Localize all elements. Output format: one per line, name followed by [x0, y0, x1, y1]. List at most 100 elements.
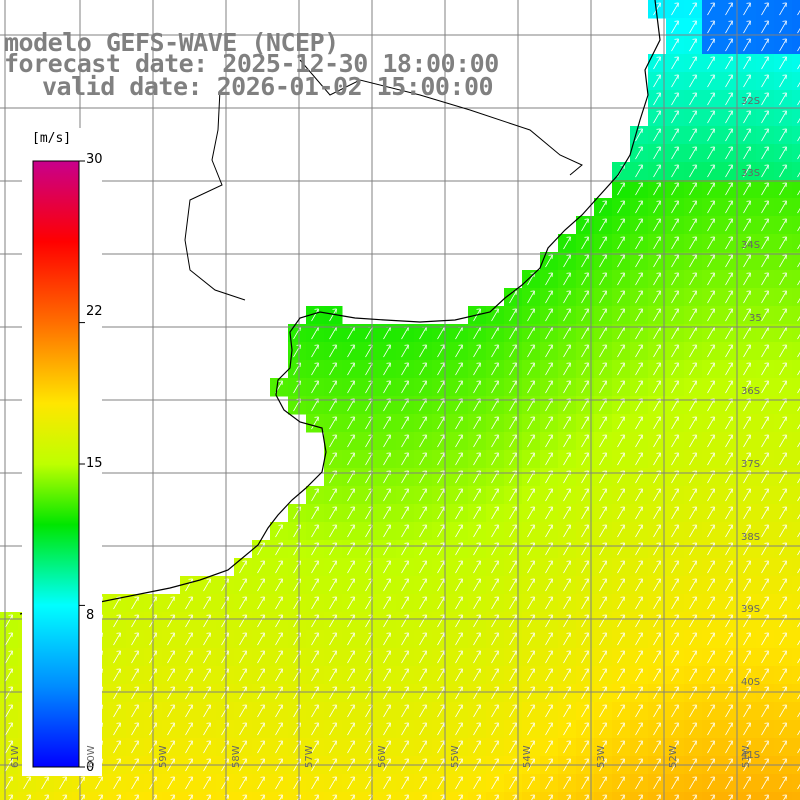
wind-arrow: [257, 560, 265, 574]
wind-arrow: [617, 488, 625, 502]
wind-arrow: [527, 596, 535, 610]
wind-arrow: [509, 452, 517, 466]
wind-cell: [252, 792, 271, 800]
wind-arrow: [653, 380, 661, 394]
wind-arrow: [779, 596, 787, 610]
wind-arrow: [347, 614, 355, 628]
wind-arrow: [617, 668, 625, 682]
wind-arrow: [491, 560, 499, 574]
wind-arrow: [545, 560, 553, 574]
wind-arrow: [797, 621, 800, 628]
wind-arrow: [437, 506, 445, 520]
wind-arrow: [437, 776, 445, 790]
wind-arrow: [761, 2, 769, 16]
wind-arrow: [707, 632, 715, 646]
wind-arrow: [725, 2, 733, 16]
wind-arrow: [743, 20, 751, 34]
lat-label: 35: [749, 313, 762, 324]
lon-label: 56W: [377, 745, 388, 768]
wind-arrow: [797, 387, 800, 394]
wind-arrow: [617, 524, 625, 538]
wind-arrow: [725, 308, 733, 322]
wind-arrow: [653, 596, 661, 610]
wind-arrow: [329, 686, 337, 700]
wind-cell: [594, 792, 613, 800]
wind-arrow: [491, 614, 499, 628]
wind-arrow: [761, 506, 769, 520]
wind-arrow: [743, 488, 751, 502]
wind-arrow: [707, 596, 715, 610]
wind-arrow: [419, 506, 427, 520]
wind-arrow: [689, 560, 697, 574]
wind-arrow: [797, 171, 800, 178]
wind-arrow: [311, 524, 319, 538]
wind-arrow: [635, 524, 643, 538]
wind-arrow: [203, 740, 211, 754]
wind-arrow: [455, 524, 463, 538]
wind-arrow: [437, 740, 445, 754]
wind-arrow: [710, 794, 715, 800]
wind-arrow: [581, 632, 589, 646]
wind-cell: [792, 18, 800, 37]
wind-arrow: [761, 38, 769, 52]
wind-arrow: [707, 380, 715, 394]
wind-arrow: [671, 56, 679, 70]
wind-arrow: [401, 380, 409, 394]
wind-arrow: [239, 722, 247, 736]
wind-arrow: [509, 362, 517, 376]
wind-arrow: [602, 794, 607, 800]
wind-arrow: [203, 722, 211, 736]
wind-arrow: [545, 686, 553, 700]
wind-arrow: [725, 578, 733, 592]
wind-arrow: [383, 434, 391, 448]
wind-arrow: [707, 722, 715, 736]
wind-arrow: [455, 452, 463, 466]
wind-arrow: [581, 488, 589, 502]
wind-cell: [792, 198, 800, 217]
wind-cell: [612, 792, 631, 800]
wind-arrow: [599, 506, 607, 520]
wind-arrow: [509, 488, 517, 502]
wind-arrow: [581, 740, 589, 754]
wind-arrow: [527, 776, 535, 790]
wind-arrow: [689, 56, 697, 70]
wind-arrow: [545, 650, 553, 664]
wind-arrow: [401, 506, 409, 520]
wind-arrow: [653, 434, 661, 448]
wind-arrow: [440, 794, 445, 800]
wind-arrow: [635, 128, 643, 142]
wind-arrow: [311, 578, 319, 592]
wind-arrow: [473, 488, 481, 502]
wind-arrow: [599, 704, 607, 718]
wind-arrow: [779, 2, 787, 16]
wind-arrow: [635, 218, 643, 232]
wind-arrow: [491, 380, 499, 394]
wind-arrow: [383, 578, 391, 592]
wind-cell: [792, 0, 800, 19]
wind-cell: [414, 792, 433, 800]
wind-cell: [666, 792, 685, 800]
wind-arrow: [779, 452, 787, 466]
wind-arrow: [653, 686, 661, 700]
wind-arrow: [761, 650, 769, 664]
wind-arrow: [329, 668, 337, 682]
wind-arrow: [725, 704, 733, 718]
wind-arrow: [113, 722, 121, 736]
wind-cell: [108, 792, 127, 800]
wind-cell: [702, 792, 721, 800]
wind-arrow: [797, 279, 800, 286]
wind-arrow: [743, 164, 751, 178]
wind-arrow: [674, 794, 679, 800]
wind-arrow: [314, 794, 319, 800]
wind-arrow: [617, 362, 625, 376]
wind-arrow: [113, 614, 121, 628]
wind-arrow: [347, 452, 355, 466]
wind-arrow: [635, 596, 643, 610]
wind-arrow: [275, 776, 283, 790]
wind-arrow: [638, 794, 643, 800]
colorbar-tick-30: 30: [86, 152, 103, 167]
wind-arrow: [239, 596, 247, 610]
wind-arrow: [473, 704, 481, 718]
wind-arrow: [545, 362, 553, 376]
wind-arrow: [581, 686, 589, 700]
